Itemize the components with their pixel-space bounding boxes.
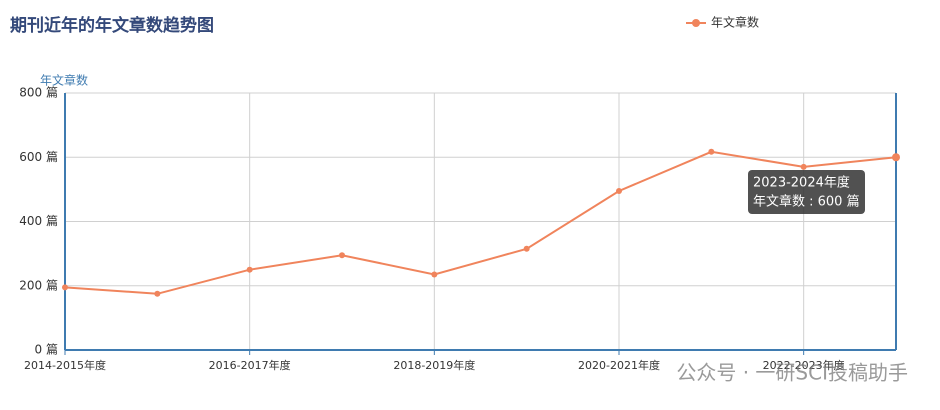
- tooltip-text: 2023-2024年度: [753, 175, 850, 191]
- data-point: [800, 163, 807, 170]
- x-tick-label: 2018-2019年度: [393, 358, 475, 372]
- y-axis-label: 年文章数: [40, 73, 88, 88]
- data-point: [154, 290, 161, 297]
- x-tick-label: 2016-2017年度: [209, 358, 291, 372]
- data-point: [246, 266, 253, 273]
- data-point: [339, 252, 345, 259]
- watermark: 公众号 · 一研SCI投稿助手: [676, 361, 908, 385]
- y-tick-label: 400 篇: [19, 213, 58, 228]
- data-point: [708, 148, 715, 155]
- data-point: [616, 187, 622, 194]
- tooltip-text: 年文章数 : 600 篇: [753, 194, 860, 210]
- legend-label: 年文章数: [711, 15, 759, 30]
- y-tick-label: 800 篇: [19, 85, 58, 100]
- chart-title: 期刊近年的年文章数趋势图: [10, 15, 214, 36]
- y-tick-label: 0 篇: [35, 342, 58, 357]
- x-tick-label: 2020-2021年度: [578, 358, 660, 372]
- y-tick-label: 200 篇: [19, 277, 58, 292]
- data-point: [523, 245, 530, 252]
- y-tick-label: 600 篇: [19, 149, 58, 164]
- x-tick-label: 2014-2015年度: [24, 358, 106, 372]
- legend-marker: [692, 19, 700, 27]
- x-tick-label: 2022-2023年度: [763, 358, 845, 372]
- data-point: [431, 271, 438, 278]
- data-point: [62, 284, 68, 291]
- series-line: [64, 150, 897, 295]
- data-point: [892, 153, 900, 162]
- tooltip-box: [748, 170, 865, 214]
